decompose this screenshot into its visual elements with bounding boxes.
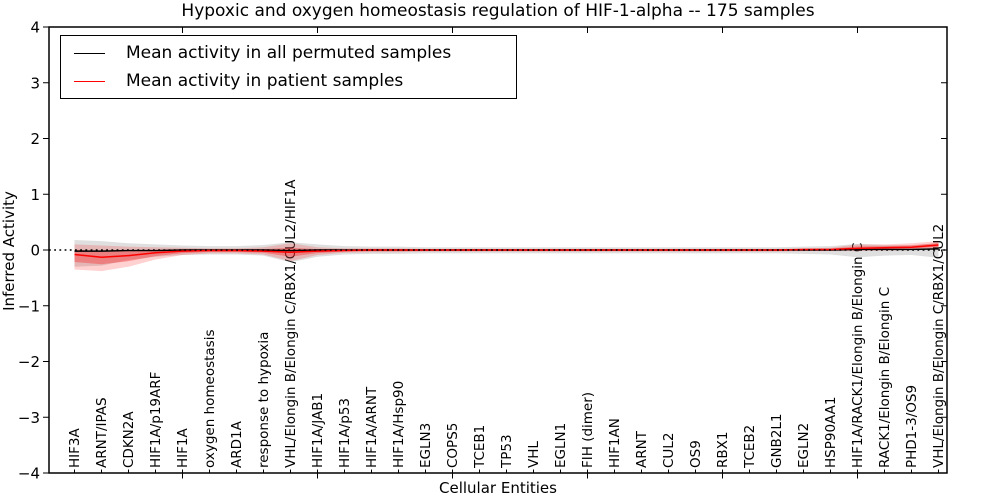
- x-tick-label: HIF1A/p53: [337, 398, 353, 468]
- x-tick-label: HIF1A: [175, 428, 191, 468]
- y-tick-label: −3: [18, 409, 40, 427]
- x-tick-label: response to hypoxia: [256, 332, 272, 468]
- x-tick-label: TCEB2: [742, 425, 758, 469]
- patient-mean-line: [74, 244, 939, 258]
- permuted-confidence-band: [74, 239, 939, 267]
- x-tick-label: HIF1A/Hsp90: [391, 381, 407, 468]
- x-tick-label: HIF1A/RACK1/Elongin B/Elongin C: [850, 243, 866, 468]
- legend-line-sample-patient: [74, 80, 105, 82]
- y-tick-label: 3: [30, 74, 40, 92]
- y-tick-label: −1: [18, 297, 40, 315]
- patient-confidence-band: [74, 241, 939, 272]
- x-tick-label: PHD1-3/OS9: [904, 385, 920, 468]
- x-tick-label: EGLN1: [553, 423, 569, 468]
- x-tick-label: TCEB1: [472, 425, 488, 469]
- x-tick-label: OS9: [688, 440, 704, 468]
- x-tick-label: HIF1A/JAB1: [310, 393, 326, 468]
- legend-label-patient: Mean activity in patient samples: [126, 71, 404, 91]
- x-tick-label: HIF1AN: [607, 418, 623, 468]
- x-tick-label: TP53: [499, 434, 515, 469]
- x-tick-label: VHL/Elongin B/Elongin C/RBX1/CUL2: [931, 224, 947, 468]
- x-tick-label: ARD1A: [229, 420, 245, 468]
- y-tick-label: −4: [18, 465, 40, 483]
- legend: Mean activity in all permuted samples Me…: [60, 35, 517, 99]
- patient-confidence-band-inner: [74, 243, 939, 265]
- x-tick-label: FIH (dimer): [580, 392, 596, 468]
- x-tick-label: CDKN2A: [121, 411, 137, 468]
- x-tick-label: VHL: [526, 441, 542, 468]
- y-tick-label: 1: [30, 186, 40, 204]
- legend-item-patient: Mean activity in patient samples: [74, 68, 516, 95]
- x-tick-label: EGLN3: [418, 423, 434, 468]
- x-tick-label: RBX1: [715, 432, 731, 468]
- x-tick-label: ARNT/IPAS: [94, 397, 110, 468]
- legend-label-permuted: Mean activity in all permuted samples: [126, 43, 452, 63]
- y-tick-label: −2: [18, 353, 40, 371]
- legend-item-permuted: Mean activity in all permuted samples: [74, 40, 516, 67]
- x-tick-label: CUL2: [661, 433, 677, 468]
- x-tick-label: oxygen homeostasis: [202, 330, 218, 469]
- y-tick-label: 4: [30, 19, 40, 37]
- x-tick-label: HIF1A/ARNT: [364, 386, 380, 468]
- x-tick-label: EGLN2: [796, 423, 812, 468]
- x-tick-label: RACK1/Elongin B/Elongin C: [877, 287, 893, 468]
- y-tick-label: 0: [30, 242, 40, 260]
- x-tick-label: COPS5: [445, 423, 461, 468]
- x-tick-label: GNB2L1: [769, 413, 785, 468]
- y-tick-label: 2: [30, 130, 40, 148]
- x-tick-label: VHL/Elongin B/Elongin C/RBX1/CUL2/HIF1A: [283, 179, 299, 468]
- x-tick-label: HSP90AA1: [823, 397, 839, 468]
- x-axis-label: Cellular Entities: [439, 479, 557, 497]
- x-tick-label: HIF1A/p19ARF: [148, 372, 164, 468]
- chart-title: Hypoxic and oxygen homeostasis regulatio…: [181, 1, 815, 21]
- legend-line-sample-permuted: [74, 52, 105, 54]
- x-tick-label: HIF3A: [67, 428, 83, 468]
- x-tick-label: ARNT: [634, 430, 650, 468]
